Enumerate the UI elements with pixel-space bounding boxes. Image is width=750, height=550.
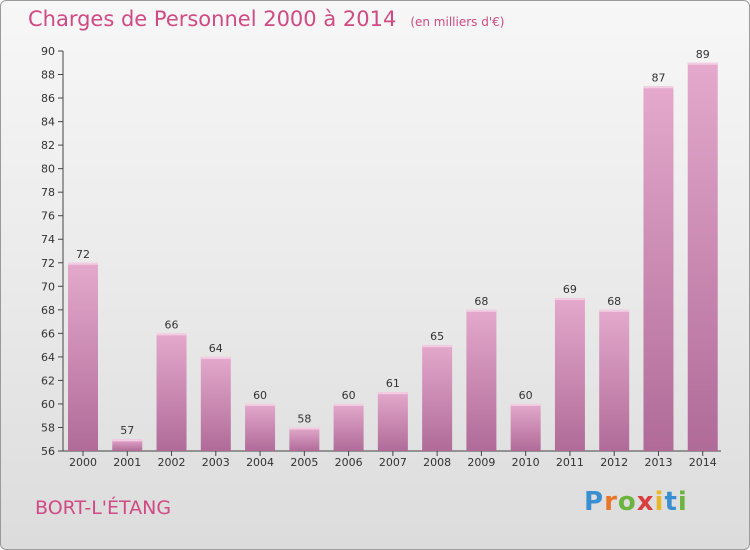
proxiti-logo: Proxiti	[584, 487, 688, 517]
bar-highlight	[422, 345, 453, 348]
bar-value-label: 87	[651, 71, 665, 84]
bar	[643, 86, 674, 451]
x-tick-label: 2006	[335, 456, 363, 469]
bar-highlight	[377, 392, 408, 395]
y-tick-label: 68	[41, 304, 55, 317]
y-tick-label: 78	[41, 186, 55, 199]
x-tick-label: 2014	[689, 456, 717, 469]
commune-name: BORT-L'ÉTANG	[35, 497, 172, 519]
x-tick-label: 2003	[202, 456, 230, 469]
bar	[422, 345, 453, 451]
bar	[377, 392, 408, 451]
y-tick-label: 70	[41, 280, 55, 293]
x-tick-label: 2004	[246, 456, 274, 469]
chart-unit: (en milliers d'€)	[410, 15, 505, 29]
x-tick-label: 2009	[467, 456, 495, 469]
bar-value-label: 68	[607, 295, 621, 308]
y-tick-label: 64	[41, 351, 55, 364]
bar	[245, 403, 276, 451]
bar-value-label: 72	[76, 248, 90, 261]
x-tick-label: 2001	[113, 456, 141, 469]
x-tick-label: 2007	[379, 456, 407, 469]
bar-value-label: 64	[209, 342, 223, 355]
y-tick-label: 56	[41, 445, 55, 458]
bar	[112, 439, 143, 451]
bar-value-label: 60	[342, 389, 356, 402]
y-tick-label: 66	[41, 327, 55, 340]
bar-highlight	[554, 298, 585, 301]
bar	[333, 403, 364, 451]
bar	[466, 309, 497, 451]
bar-highlight	[687, 62, 718, 65]
chart-title: Charges de Personnel 2000 à 2014 (en mill…	[28, 7, 504, 31]
bar-highlight	[200, 356, 231, 359]
bar-highlight	[333, 403, 364, 406]
bar-value-label: 68	[474, 295, 488, 308]
x-tick-label: 2013	[644, 456, 672, 469]
bar-highlight	[112, 439, 143, 442]
bar	[554, 298, 585, 451]
bar	[510, 403, 541, 451]
y-tick-label: 76	[41, 210, 55, 223]
chart-title-text: Charges de Personnel 2000 à 2014	[28, 7, 397, 31]
bar	[200, 356, 231, 451]
y-tick-label: 82	[41, 139, 55, 152]
bar-highlight	[466, 309, 497, 312]
y-tick-label: 62	[41, 374, 55, 387]
bar	[156, 333, 187, 451]
x-tick-label: 2005	[290, 456, 318, 469]
bar-value-label: 89	[696, 48, 710, 61]
y-tick-label: 84	[41, 116, 55, 129]
y-tick-label: 86	[41, 92, 55, 105]
y-tick-label: 72	[41, 257, 55, 270]
x-tick-label: 2002	[158, 456, 186, 469]
y-tick-label: 90	[41, 45, 55, 58]
chart-bars: 72 57 66 64 60 58 60 61 65 68 60 69 68 87 89	[68, 48, 718, 451]
chart-axes: 56 58 60 62 64 66 68 70 72 74 76 78 80 82 84 86 88 90 2000…	[41, 45, 721, 469]
y-tick-label: 58	[41, 421, 55, 434]
bar	[68, 262, 98, 451]
y-tick-label: 74	[41, 233, 55, 246]
bar	[289, 427, 320, 451]
bar	[687, 62, 718, 451]
bar-highlight	[68, 262, 98, 265]
x-tick-label: 2008	[423, 456, 451, 469]
bar-value-label: 58	[297, 412, 311, 425]
bar-value-label: 57	[120, 424, 134, 437]
y-tick-label: 80	[41, 163, 55, 176]
bar-highlight	[599, 309, 630, 312]
bar-highlight	[643, 86, 674, 89]
x-tick-label: 2010	[512, 456, 540, 469]
y-tick-label: 88	[41, 69, 55, 82]
bar-value-label: 61	[386, 377, 400, 390]
bar-value-label: 60	[519, 389, 533, 402]
x-tick-label: 2000	[69, 456, 97, 469]
bar-highlight	[156, 333, 187, 336]
bar-highlight	[289, 427, 320, 430]
bar-highlight	[245, 403, 276, 406]
bar-value-label: 60	[253, 389, 267, 402]
bar-highlight	[510, 403, 541, 406]
bar-value-label: 65	[430, 330, 444, 343]
bar	[599, 309, 630, 451]
x-tick-label: 2011	[556, 456, 584, 469]
x-tick-label: 2012	[600, 456, 628, 469]
bar-value-label: 69	[563, 283, 577, 296]
bar-value-label: 66	[165, 318, 179, 331]
y-tick-label: 60	[41, 398, 55, 411]
